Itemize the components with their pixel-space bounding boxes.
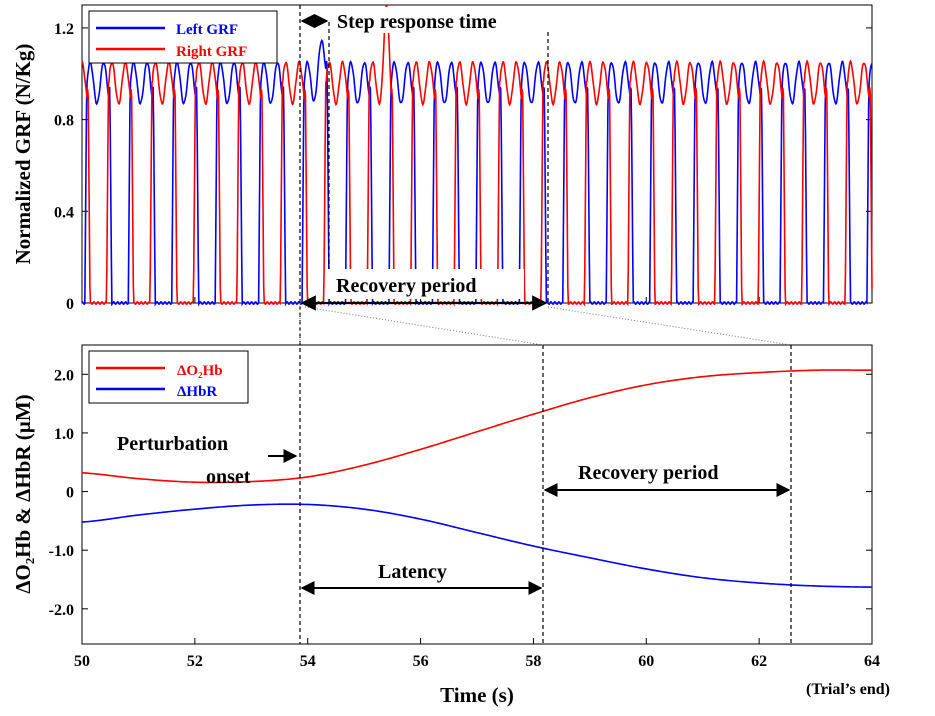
bottom-xtick-label: 62 (751, 653, 767, 670)
bottom-ytick-label: 2.0 (54, 367, 74, 384)
legend-left-label: Left GRF (176, 22, 238, 38)
connector-mid (304, 306, 544, 346)
bottom-xtick-label: 56 (413, 653, 429, 670)
o2hb-line (81, 369, 872, 484)
hbr-line (81, 503, 873, 588)
bottom-xtick-label: 58 (525, 653, 541, 670)
bottom-ytick-label: 1.0 (54, 426, 74, 443)
bottom-xtick-label: 60 (638, 653, 654, 670)
bottom-ytick-label: -2.0 (49, 602, 74, 619)
bottom-recovery-label: Recovery period (578, 462, 719, 484)
step-label-bg (333, 7, 545, 33)
legend-o2hb-label: ΔO₂Hb (177, 363, 223, 379)
top-ytick-label: 0.8 (54, 113, 74, 130)
bottom-plot-frame (81, 344, 873, 645)
bottom-xtick-label: 64 (864, 653, 880, 670)
latency-label: Latency (378, 561, 447, 583)
bottom-ytick-label: 0 (66, 485, 74, 502)
top-ytick-label: 0.4 (54, 204, 74, 221)
top-legend: Left GRF Right GRF (88, 10, 278, 64)
trial-end-label: (Trial’s end) (806, 681, 890, 698)
bottom-y-axis-label: ΔO₂Hb & ΔHbR (µM) (11, 394, 35, 593)
perturbation-label-2: onset (206, 466, 251, 488)
bottom-y-ticks: 2.0 1.0 0 -1.0 -2.0 (49, 367, 872, 619)
panel-connectors (299, 303, 792, 346)
right-grf-line (81, 4, 873, 307)
top-y-ticks: 0 0.4 0.8 1.2 (54, 21, 872, 313)
top-ytick-label: 0 (66, 296, 74, 313)
step-response-label: Step response time (337, 11, 497, 33)
top-y-axis-label: Normalized GRF (N/Kg) (11, 44, 35, 265)
bottom-legend-box (88, 350, 249, 404)
top-recovery-label-bg (328, 269, 524, 299)
bottom-xtick-label: 54 (300, 653, 316, 670)
bottom-xtick-label: 50 (74, 653, 90, 670)
top-legend-box (88, 10, 278, 64)
legend-hbr-label: ΔHbR (177, 384, 217, 400)
top-ytick-label: 1.2 (54, 21, 74, 38)
event-lines (299, 5, 792, 644)
bottom-ytick-label: -1.0 (49, 543, 74, 560)
top-recovery-label: Recovery period (336, 275, 477, 297)
x-axis-label: Time (s) (440, 683, 514, 707)
left-grf-line (81, 38, 873, 307)
perturbation-label-1: Perturbation (117, 433, 228, 455)
connector-right (547, 306, 792, 346)
bottom-xtick-label: 52 (187, 653, 203, 670)
legend-right-label: Right GRF (176, 44, 247, 60)
bottom-legend: ΔO₂Hb ΔHbR (88, 350, 249, 404)
